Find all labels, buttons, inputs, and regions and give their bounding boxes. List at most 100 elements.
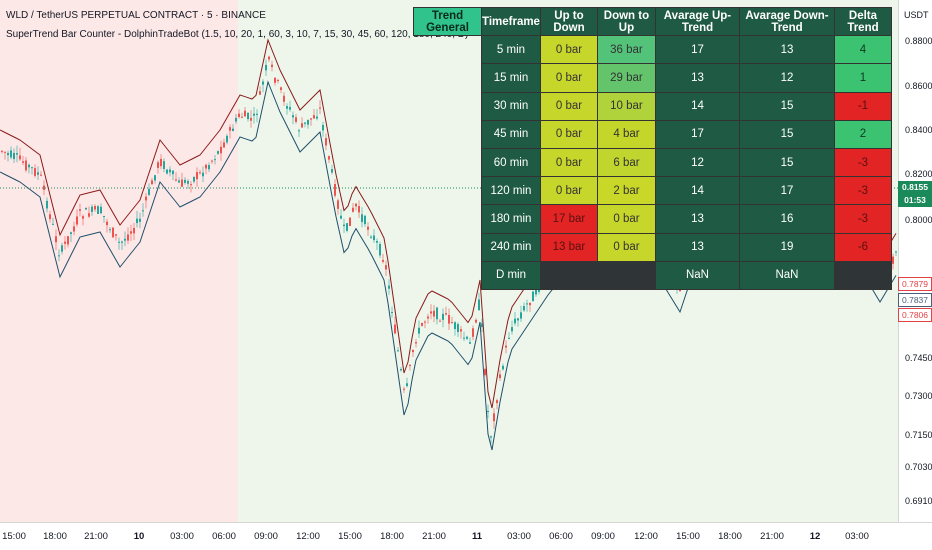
table-row: 120 min 0 bar 2 bar 14 17 -3 bbox=[414, 176, 892, 206]
candle-body bbox=[322, 124, 324, 131]
time-tick-label: 03:00 bbox=[170, 531, 194, 542]
candle-body bbox=[94, 206, 96, 210]
price-tick-label: 0.8200 bbox=[905, 169, 932, 179]
candle-body bbox=[55, 236, 57, 243]
candle-body bbox=[187, 180, 189, 184]
header-timeframe: Timeframe bbox=[481, 6, 541, 37]
candle-body bbox=[259, 91, 261, 95]
candle-body bbox=[379, 244, 381, 256]
candle-body bbox=[355, 203, 357, 207]
candle-body bbox=[277, 79, 279, 81]
candle-body bbox=[382, 259, 384, 262]
candle-body bbox=[40, 174, 42, 176]
candle-body bbox=[310, 118, 312, 120]
candle-body bbox=[343, 224, 345, 227]
chart-area[interactable]: WLD / TetherUS PERPETUAL CONTRACT · 5 · … bbox=[0, 0, 898, 522]
candle-body bbox=[463, 337, 465, 339]
up-to-down-cell: 17 bar bbox=[539, 204, 598, 234]
down-to-up-cell bbox=[596, 260, 656, 290]
time-axis[interactable]: 15:00 18:00 21:00 10 03:00 06:00 09:00 12:00 15:… bbox=[0, 522, 932, 550]
currency-label[interactable]: USDT bbox=[904, 10, 929, 20]
timeframe-cell: 240 min bbox=[481, 232, 541, 262]
time-tick-label: 21:00 bbox=[84, 531, 108, 542]
candle-body bbox=[466, 336, 468, 339]
price-tick-label: 0.8800 bbox=[905, 36, 932, 46]
candle-body bbox=[511, 327, 513, 332]
timeframe-cell: 120 min bbox=[481, 176, 541, 206]
candle-body bbox=[502, 365, 504, 370]
candle-body bbox=[172, 170, 174, 175]
candle-body bbox=[142, 210, 144, 212]
candle-body bbox=[451, 322, 453, 324]
candle-body bbox=[85, 207, 87, 210]
candle-body bbox=[181, 179, 183, 187]
candle-body bbox=[256, 113, 258, 115]
candle-body bbox=[226, 135, 228, 143]
candle-body bbox=[166, 169, 168, 174]
time-tick-label: 12:00 bbox=[296, 531, 320, 542]
empty-cell bbox=[414, 233, 482, 261]
empty-cell bbox=[414, 92, 482, 120]
candle-body bbox=[13, 152, 15, 160]
candle-body bbox=[148, 188, 150, 195]
candle-body bbox=[490, 436, 492, 438]
header-down-to-up: Down to Up bbox=[596, 6, 656, 37]
candle-body bbox=[325, 138, 327, 146]
time-tick-label: 09:00 bbox=[254, 531, 278, 542]
candle-body bbox=[229, 127, 231, 131]
candle-body bbox=[373, 235, 375, 241]
candle-body bbox=[202, 172, 204, 177]
down-to-up-cell: 6 bar bbox=[596, 147, 656, 178]
down-to-up-cell: 0 bar bbox=[596, 204, 656, 234]
avg-up-trend-cell: 13 bbox=[654, 63, 740, 93]
candle-body bbox=[472, 328, 474, 337]
candle-body bbox=[214, 159, 216, 161]
candle-body bbox=[316, 116, 318, 119]
candle-body bbox=[253, 113, 255, 116]
candle-body bbox=[496, 400, 498, 404]
candle-body bbox=[394, 324, 396, 334]
candle-body bbox=[247, 112, 249, 120]
header-avg-up-trend: Avarage Up-Trend bbox=[654, 6, 740, 37]
candle-body bbox=[88, 213, 90, 217]
candle-body bbox=[307, 119, 309, 125]
indicator-title[interactable]: SuperTrend Bar Counter - DolphinTradeBot… bbox=[6, 29, 469, 40]
candle-body bbox=[415, 342, 417, 344]
candle-body bbox=[331, 169, 333, 173]
candle-body bbox=[346, 223, 348, 231]
candle-body bbox=[100, 206, 102, 214]
candle-body bbox=[400, 369, 402, 371]
candle-body bbox=[82, 216, 84, 219]
candle-body bbox=[145, 196, 147, 201]
candle-body bbox=[208, 165, 210, 170]
table-row: 5 min 0 bar 36 bar 17 13 4 bbox=[414, 35, 892, 65]
candle-body bbox=[517, 318, 519, 321]
candle-body bbox=[319, 107, 321, 109]
candle-body bbox=[514, 318, 516, 324]
price-axis[interactable]: USDT 0.8800 0.8600 0.8400 0.8200 0.8000 0.745… bbox=[898, 0, 932, 522]
up-to-down-cell: 0 bar bbox=[539, 119, 598, 149]
candle-body bbox=[157, 162, 159, 168]
candle-body bbox=[271, 64, 273, 68]
candle-body bbox=[292, 115, 294, 118]
candle-body bbox=[154, 175, 156, 181]
candle-body bbox=[283, 95, 285, 102]
candle-body bbox=[133, 228, 135, 234]
avg-up-trend-cell: 13 bbox=[654, 204, 740, 234]
table-row: 45 min 0 bar 4 bar 17 15 2 bbox=[414, 119, 892, 149]
up-to-down-cell bbox=[539, 260, 598, 290]
price-tick-label: 0.8600 bbox=[905, 81, 932, 91]
candle-body bbox=[388, 285, 390, 289]
avg-down-trend-cell: 15 bbox=[738, 91, 835, 121]
candle-body bbox=[427, 316, 429, 319]
candle-body bbox=[28, 164, 30, 168]
avg-up-trend-cell: 17 bbox=[654, 35, 740, 65]
up-to-down-cell: 13 bar bbox=[539, 232, 598, 262]
current-price-tag: 0.8155 01:53 bbox=[898, 181, 932, 207]
symbol-title[interactable]: WLD / TetherUS PERPETUAL CONTRACT · 5 · … bbox=[6, 10, 266, 21]
candle-body bbox=[328, 156, 330, 160]
table-row: 60 min 0 bar 6 bar 12 15 -3 bbox=[414, 147, 892, 178]
candle-body bbox=[460, 329, 462, 332]
candle-body bbox=[268, 56, 270, 60]
candle-body bbox=[151, 180, 153, 185]
